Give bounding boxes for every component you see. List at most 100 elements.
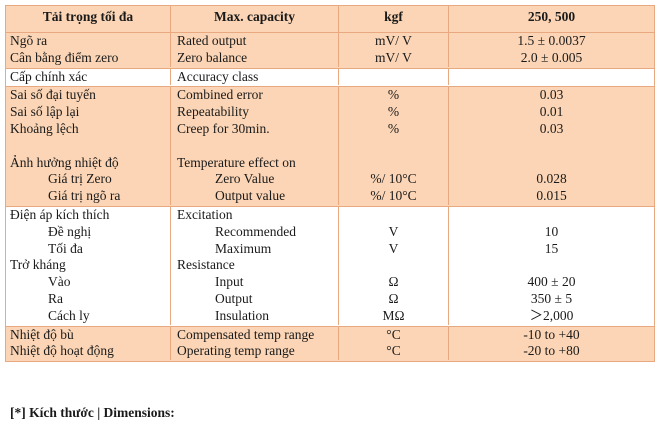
- cell: [449, 69, 654, 86]
- cell: Creep for 30min.: [171, 120, 339, 138]
- table-row: Tối đa Maximum V 15: [6, 240, 654, 258]
- cell: -20 to +80: [523, 343, 580, 359]
- cell: V: [339, 223, 449, 241]
- spacer-cell: [449, 138, 654, 155]
- table-row: Cấp chính xác Accuracy class: [6, 68, 654, 86]
- cell: 0.028: [536, 171, 567, 187]
- table-row: Trở kháng Resistance: [6, 257, 654, 275]
- cell: Operating temp range: [171, 343, 339, 361]
- spacer: [6, 137, 654, 155]
- spacer-cell: [6, 137, 171, 155]
- cell: Cân bằng điểm zero: [6, 49, 171, 67]
- cell: [449, 257, 654, 274]
- table-row: Vào Input Ω 400 ± 20: [6, 274, 654, 291]
- cell: -10 to +40: [523, 326, 580, 342]
- cell: [449, 207, 654, 224]
- cell: Ngõ ra: [6, 33, 171, 50]
- cell: mV/ V: [339, 33, 449, 50]
- cell: Ra: [6, 290, 171, 308]
- cell: Nhiệt độ hoạt động: [6, 343, 171, 361]
- cell: Zero balance: [171, 49, 339, 67]
- cell: %/ 10°C: [339, 188, 449, 205]
- cell: 350 ± 5: [530, 290, 573, 306]
- cell: %: [339, 87, 449, 105]
- table-section: Điện áp kích thích Excitation Đề nghị Recom…: [6, 206, 654, 327]
- table-row: Điện áp kích thích Excitation: [6, 206, 654, 224]
- cell: [339, 68, 449, 86]
- header-cell: Tải trọng tối đa: [6, 6, 171, 32]
- cell: Tối đa: [6, 240, 171, 258]
- cell: Cấp chính xác: [6, 68, 171, 86]
- cell: 15: [544, 240, 559, 256]
- header-row: Tải trọng tối đa Max. capacity kgf 250, 500: [6, 6, 654, 33]
- table-section: Nhiệt độ bù Compensated temp range °C -10 t…: [6, 326, 654, 362]
- table-row: Giá trị ngõ ra Output value %/ 10°C 0.015: [6, 188, 654, 205]
- cell: MΩ: [339, 307, 449, 325]
- table-row: Nhiệt độ hoạt động Operating temp range °C…: [6, 343, 654, 361]
- table-row: Cân bằng điểm zero Zero balance mV/ V 2.0 ±…: [6, 49, 654, 67]
- cell: Giá trị Zero: [6, 171, 171, 189]
- cell: Zero Value: [171, 171, 339, 189]
- cell: Trở kháng: [6, 257, 171, 275]
- cell: Ω: [339, 274, 449, 291]
- cell: Accuracy class: [171, 68, 339, 86]
- cell: Combined error: [171, 87, 339, 105]
- cell: Resistance: [171, 257, 339, 275]
- spacer-cell: [171, 137, 339, 155]
- cell: Ảnh hưởng nhiệt độ: [6, 154, 171, 172]
- cell: Maximum: [171, 240, 339, 258]
- cell: Ω: [339, 290, 449, 308]
- cell: [339, 206, 449, 224]
- spacer-cell: [339, 137, 449, 155]
- cell: 2.0 ± 0.005: [520, 49, 583, 65]
- cell: Temperature effect on: [171, 154, 339, 172]
- table-row: Giá trị Zero Zero Value %/ 10°C 0.028: [6, 171, 654, 189]
- cell: 0.015: [536, 188, 567, 204]
- cell: °C: [339, 343, 449, 361]
- table-row: Ra Output Ω 350 ± 5: [6, 290, 654, 308]
- spec-table: Tải trọng tối đa Max. capacity kgf 250, 500…: [5, 5, 655, 363]
- footer-note: [*] Kích thước | Dimensions:: [10, 405, 175, 420]
- cell: Nhiệt độ bù: [6, 326, 171, 344]
- cell: 0.03: [539, 87, 564, 103]
- cell: 10: [544, 223, 559, 239]
- table-row: Sai số lập lại Repeatability% 0.01: [6, 104, 654, 121]
- table-row: Nhiệt độ bù Compensated temp range °C -10 t…: [6, 326, 654, 344]
- cell: Excitation: [171, 206, 339, 224]
- cell: Cách ly: [6, 307, 171, 325]
- cell: Khoảng lệch: [6, 120, 171, 138]
- header-cell: kgf: [339, 6, 449, 32]
- cell: 0.01: [539, 104, 564, 120]
- cell: %: [339, 120, 449, 138]
- cell: mV/ V: [339, 49, 449, 67]
- cell: [449, 155, 654, 172]
- header-cell: 250, 500: [527, 9, 576, 24]
- table-row: Khoảng lệch Creep for 30min.% 0.03: [6, 120, 654, 138]
- cell: 1.5 ± 0.0037: [517, 33, 586, 48]
- cell: Rated output: [171, 33, 339, 50]
- table-row: Đề nghị Recommended V 10: [6, 223, 654, 241]
- cell: Sai số đại tuyến: [6, 87, 171, 105]
- cell: Output: [171, 290, 339, 308]
- cell: Insulation: [171, 307, 339, 325]
- cell: %: [339, 104, 449, 121]
- cell: Giá trị ngõ ra: [6, 188, 171, 205]
- header-cell: Max. capacity: [171, 6, 339, 32]
- cell: [339, 154, 449, 172]
- cell: %/ 10°C: [339, 171, 449, 189]
- cell: Sai số lập lại: [6, 104, 171, 121]
- cell: Recommended: [171, 223, 339, 241]
- cell: Input: [171, 274, 339, 291]
- table-row: Cách ly Insulation MΩ ＞2,000: [6, 307, 654, 325]
- cell: Compensated temp range: [171, 326, 339, 344]
- cell: Repeatability: [171, 104, 339, 121]
- cell: 0.03: [539, 120, 564, 136]
- cell: Điện áp kích thích: [6, 206, 171, 224]
- cell: Vào: [6, 274, 171, 291]
- cell: Output value: [171, 188, 339, 205]
- table-row: Ngõ ra Rated output mV/ V 1.5 ± 0.0037: [6, 33, 654, 50]
- cell: Đề nghị: [6, 223, 171, 241]
- table-section: Cấp chính xác Accuracy class: [6, 68, 654, 88]
- table-section: Sai số đại tuyến Combined error% 0.03 Sai s…: [6, 87, 654, 207]
